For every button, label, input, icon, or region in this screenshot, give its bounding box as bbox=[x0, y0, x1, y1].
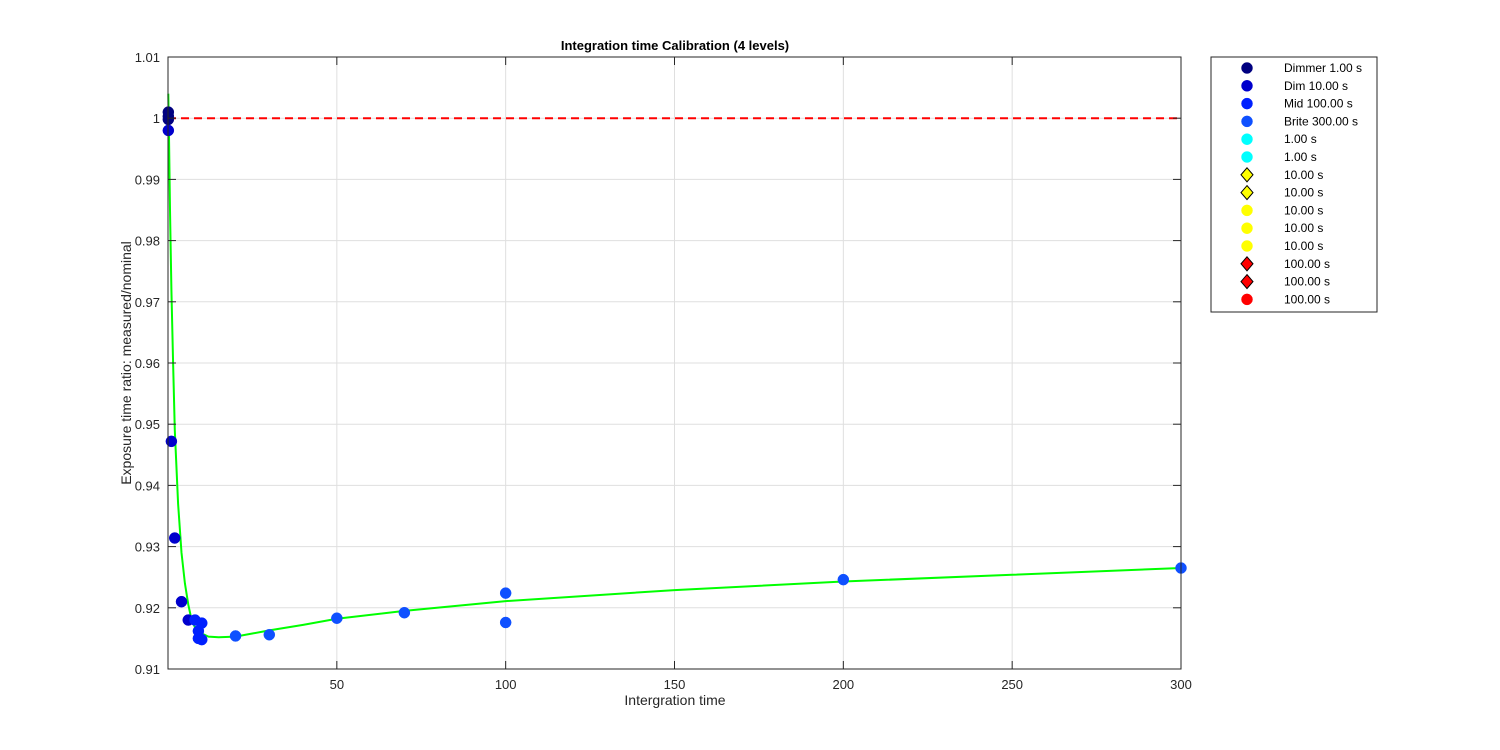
y-tick-label: 1.01 bbox=[135, 50, 160, 65]
data-point bbox=[499, 587, 512, 599]
x-tick-label: 150 bbox=[664, 677, 686, 692]
x-tick-label: 300 bbox=[1170, 677, 1192, 692]
data-point bbox=[398, 606, 411, 619]
axis-ticks: 50 100 150 200 250 300 0.91 0.92 0.93 0.94 0.95 0.9… bbox=[135, 50, 1192, 692]
data-point bbox=[175, 595, 188, 608]
legend-label: Dimmer 1.00 s bbox=[1284, 61, 1362, 75]
y-tick-label: 0.95 bbox=[135, 417, 160, 432]
legend-label: 1.00 s bbox=[1284, 132, 1317, 146]
legend-label: 10.00 s bbox=[1284, 168, 1323, 182]
legend-marker-circle bbox=[1241, 115, 1253, 128]
y-tick-label: 0.96 bbox=[135, 356, 160, 371]
x-tick-label: 200 bbox=[832, 677, 854, 692]
legend-label: 1.00 s bbox=[1284, 150, 1317, 164]
data-point bbox=[196, 617, 208, 629]
legend-label: Dim 10.00 s bbox=[1284, 79, 1348, 93]
x-tick-label: 100 bbox=[495, 677, 517, 692]
data-point bbox=[263, 628, 276, 641]
x-tick-label: 50 bbox=[330, 677, 344, 692]
x-axis-label: Intergration time bbox=[624, 692, 725, 708]
chart-title: Integration time Calibration (4 levels) bbox=[561, 38, 789, 53]
y-tick-label: 0.98 bbox=[135, 234, 160, 249]
y-tick-label: 0.97 bbox=[135, 295, 160, 310]
legend-label: 10.00 s bbox=[1284, 221, 1323, 235]
data-point bbox=[169, 532, 181, 544]
y-tick-label: 0.94 bbox=[135, 478, 160, 493]
legend-marker-circle bbox=[1241, 222, 1253, 234]
data-point bbox=[331, 612, 343, 624]
legend-box bbox=[1210, 56, 1378, 313]
legend-label: Brite 300.00 s bbox=[1284, 114, 1358, 128]
data-point bbox=[165, 435, 178, 448]
y-tick-label: 0.93 bbox=[135, 540, 160, 555]
legend-label: 100.00 s bbox=[1284, 257, 1330, 271]
legend-marker-circle bbox=[1241, 240, 1253, 252]
legend-marker-circle bbox=[1241, 80, 1253, 92]
legend-marker-diamond bbox=[1240, 184, 1254, 201]
y-tick-label: 1 bbox=[153, 111, 160, 126]
legend-marker-diamond bbox=[1240, 273, 1254, 290]
legend-label: 10.00 s bbox=[1284, 186, 1323, 200]
data-point bbox=[837, 573, 850, 586]
legend-marker-diamond bbox=[1240, 256, 1254, 272]
y-tick-label: 0.99 bbox=[135, 172, 160, 187]
y-tick-label: 0.91 bbox=[135, 662, 160, 677]
legend-marker-circle bbox=[1241, 62, 1253, 74]
data-point bbox=[196, 633, 208, 646]
legend-label: 10.00 s bbox=[1284, 239, 1323, 253]
data-point bbox=[229, 630, 242, 642]
legend-label: Mid 100.00 s bbox=[1284, 97, 1353, 111]
x-tick-label: 250 bbox=[1001, 677, 1023, 692]
legend-marker-circle bbox=[1241, 204, 1253, 217]
legend-marker-circle bbox=[1241, 133, 1253, 145]
legend-label: 100.00 s bbox=[1284, 275, 1330, 289]
legend: Dimmer 1.00 s Dim 10.00 s Mid 100.00 s Brit… bbox=[1210, 56, 1378, 313]
legend-marker-diamond bbox=[1240, 167, 1254, 183]
data-point bbox=[499, 616, 512, 629]
y-tick-label: 0.92 bbox=[135, 601, 160, 616]
y-axis-label: Exposure time ratio: measured/nominal bbox=[118, 241, 134, 485]
legend-marker-circle bbox=[1241, 151, 1253, 163]
legend-label: 100.00 s bbox=[1284, 292, 1330, 306]
legend-marker-circle bbox=[1241, 293, 1253, 306]
legend-marker-circle bbox=[1241, 97, 1253, 110]
legend-label: 10.00 s bbox=[1284, 203, 1323, 217]
